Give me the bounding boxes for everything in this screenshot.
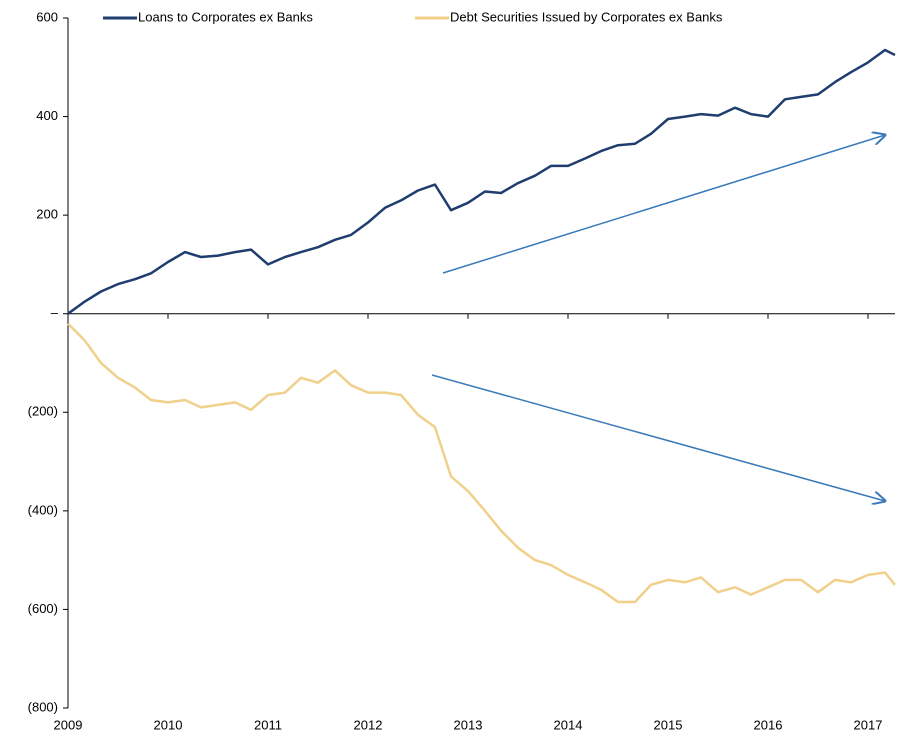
- y-tick-label: (800): [28, 699, 58, 714]
- x-tick-label: 2009: [54, 717, 83, 732]
- x-tick-label: 2017: [854, 717, 883, 732]
- x-tick-label: 2015: [654, 717, 683, 732]
- y-tick-label: 600: [36, 9, 58, 24]
- y-tick-label: (200): [28, 404, 58, 419]
- y-tick-label: 400: [36, 108, 58, 123]
- y-tick-label: 200: [36, 207, 58, 222]
- x-tick-label: 2014: [554, 717, 583, 732]
- y-tick-label: –: [51, 305, 59, 320]
- x-tick-label: 2013: [454, 717, 483, 732]
- x-tick-label: 2016: [754, 717, 783, 732]
- trend-arrow: [431, 374, 885, 501]
- y-tick-label: (400): [28, 502, 58, 517]
- series-line: [67, 48, 896, 315]
- trend-arrow: [442, 135, 885, 274]
- legend-label: Debt Securities Issued by Corporates ex …: [450, 9, 723, 24]
- legend-label: Loans to Corporates ex Banks: [138, 9, 313, 24]
- x-tick-label: 2010: [154, 717, 183, 732]
- series-line: [67, 322, 896, 604]
- x-tick-label: 2011: [254, 717, 282, 732]
- x-tick-label: 2012: [354, 717, 383, 732]
- y-tick-label: (600): [28, 601, 58, 616]
